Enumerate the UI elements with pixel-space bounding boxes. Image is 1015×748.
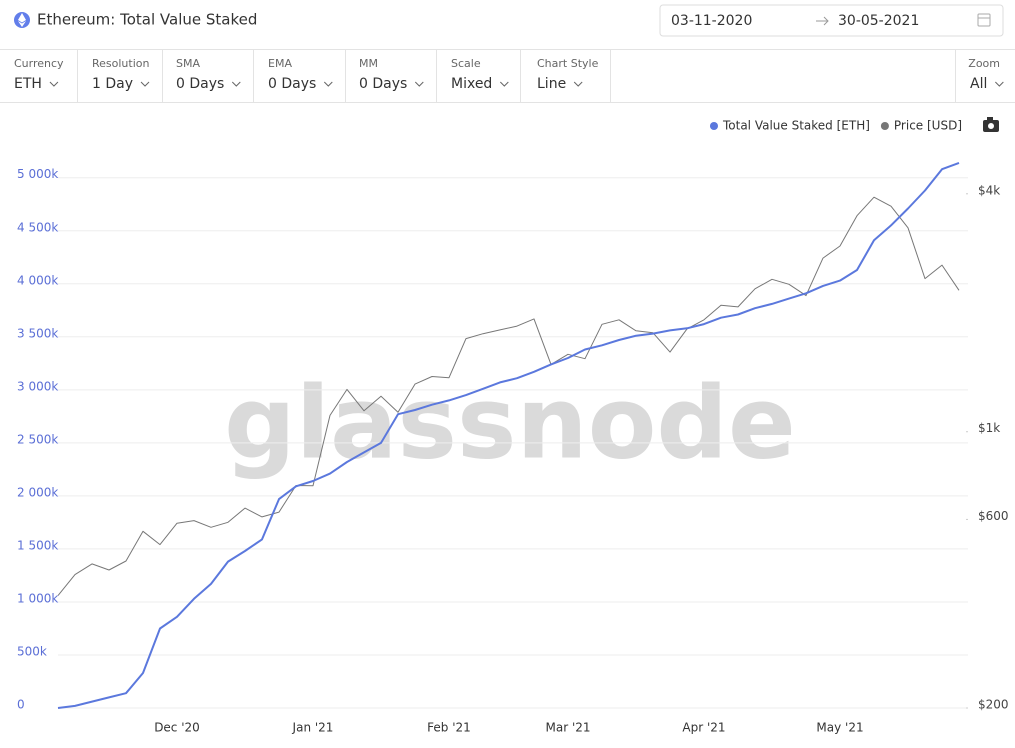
dropdown-label: Resolution bbox=[92, 57, 150, 70]
chart-title: Ethereum: Total Value Staked bbox=[37, 11, 257, 29]
x-tick-label: Jan '21 bbox=[292, 721, 334, 735]
chevron bbox=[140, 81, 150, 87]
series-line bbox=[57, 161, 960, 709]
calendar-icon[interactable] bbox=[977, 13, 991, 27]
dropdown-label: SMA bbox=[176, 57, 200, 70]
dropdown-label: Currency bbox=[14, 57, 64, 70]
dropdown-value[interactable]: Mixed bbox=[451, 76, 492, 92]
date-start[interactable]: 03-11-2020 bbox=[671, 13, 752, 29]
dropdown-value[interactable]: 0 Days bbox=[268, 76, 316, 92]
dropdown-value[interactable]: 1 Day bbox=[92, 76, 133, 92]
chevron bbox=[414, 81, 424, 87]
legend-swatch bbox=[709, 122, 718, 130]
y-tick-label: 4 500k bbox=[17, 220, 58, 234]
date-range[interactable] bbox=[659, 4, 1004, 37]
y-tick-label: 0 bbox=[17, 698, 25, 712]
chevron bbox=[49, 81, 59, 87]
dropdown-label: EMA bbox=[268, 57, 292, 70]
x-tick-label: Apr '21 bbox=[682, 721, 725, 735]
dropdown-label: Scale bbox=[451, 57, 481, 70]
y-tick-label: 1 000k bbox=[17, 591, 58, 605]
y-tick-label: 4 000k bbox=[17, 273, 58, 287]
x-tick-label: Dec '20 bbox=[154, 721, 200, 735]
zoom-value[interactable]: All bbox=[970, 76, 987, 92]
y2-tick-label: $600 bbox=[978, 509, 1009, 523]
legend-swatch bbox=[880, 122, 889, 130]
chevron bbox=[499, 81, 509, 87]
x-tick-label: Feb '21 bbox=[427, 721, 471, 735]
dropdown-value[interactable]: 0 Days bbox=[359, 76, 407, 92]
chevron bbox=[231, 81, 241, 87]
x-tick-label: May '21 bbox=[816, 721, 863, 735]
chevron bbox=[573, 81, 583, 87]
y-tick-label: 3 500k bbox=[17, 326, 58, 340]
y-tick-label: 2 000k bbox=[17, 485, 58, 499]
chevron bbox=[323, 81, 333, 87]
dropdown-label: MM bbox=[359, 57, 378, 70]
y-tick-label: 500k bbox=[17, 644, 47, 658]
y2-tick-label: $200 bbox=[978, 698, 1009, 712]
camera-icon[interactable] bbox=[983, 117, 999, 132]
date-end[interactable]: 30-05-2021 bbox=[838, 13, 919, 29]
watermark: glassnode bbox=[224, 364, 796, 481]
eth-icon bbox=[14, 12, 30, 28]
legend-label: Price [USD] bbox=[894, 119, 962, 133]
dropdown-value[interactable]: ETH bbox=[14, 76, 42, 92]
y-tick-label: 1 500k bbox=[17, 538, 58, 552]
y2-tick-label: $1k bbox=[978, 421, 1000, 435]
y-tick-label: 2 500k bbox=[17, 432, 58, 446]
y-tick-label: 3 000k bbox=[17, 379, 58, 393]
chevron bbox=[995, 81, 1004, 87]
series-line bbox=[57, 196, 960, 596]
zoom-label: Zoom bbox=[968, 57, 1000, 70]
x-tick-label: Mar '21 bbox=[545, 721, 590, 735]
dropdown-label: Chart Style bbox=[537, 57, 599, 70]
dropdown-value[interactable]: Line bbox=[537, 76, 566, 92]
legend-label: Total Value Staked [ETH] bbox=[722, 119, 870, 133]
y-tick-label: 5 000k bbox=[17, 167, 58, 181]
dropdown-value[interactable]: 0 Days bbox=[176, 76, 224, 92]
y2-tick-label: $4k bbox=[978, 183, 1000, 197]
arrow bbox=[816, 16, 829, 26]
